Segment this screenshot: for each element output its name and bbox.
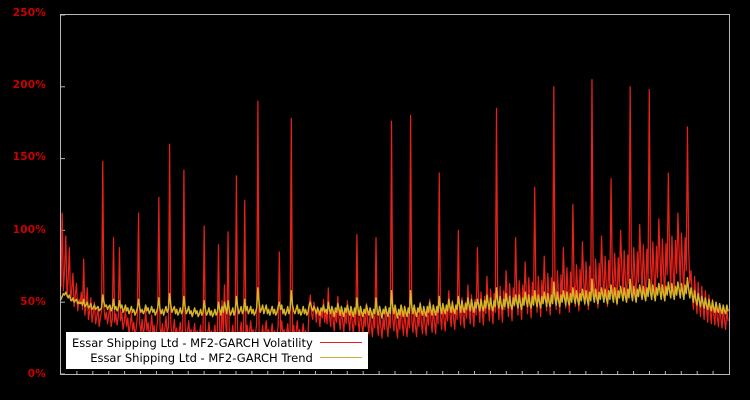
y-axis-labels: 0% 50% 100% 150% 200% 250%: [0, 0, 52, 400]
y-tick-label: 0%: [27, 368, 46, 380]
legend-item-trend[interactable]: Essar Shipping Ltd - MF2-GARCH Trend: [72, 350, 362, 365]
y-tick-label: 150%: [12, 151, 46, 164]
series-line-volatility: [61, 78, 729, 345]
series-line-trend: [61, 277, 729, 319]
y-tick-label: 100%: [12, 223, 46, 236]
y-tick-label: 50%: [20, 295, 46, 308]
y-tick-label: 200%: [12, 79, 46, 92]
legend-label-volatility: Essar Shipping Ltd - MF2-GARCH Volatilit…: [72, 335, 313, 350]
y-tick-label: 250%: [12, 7, 46, 19]
series-svg: [61, 15, 729, 374]
legend-item-volatility[interactable]: Essar Shipping Ltd - MF2-GARCH Volatilit…: [72, 335, 362, 350]
legend-swatch-trend: [319, 357, 362, 358]
chart-legend[interactable]: Essar Shipping Ltd - MF2-GARCH Volatilit…: [66, 332, 368, 369]
plot-area: Essar Shipping Ltd - MF2-GARCH Volatilit…: [60, 14, 730, 375]
legend-label-trend: Essar Shipping Ltd - MF2-GARCH Trend: [90, 350, 313, 365]
legend-swatch-volatility: [319, 342, 362, 343]
